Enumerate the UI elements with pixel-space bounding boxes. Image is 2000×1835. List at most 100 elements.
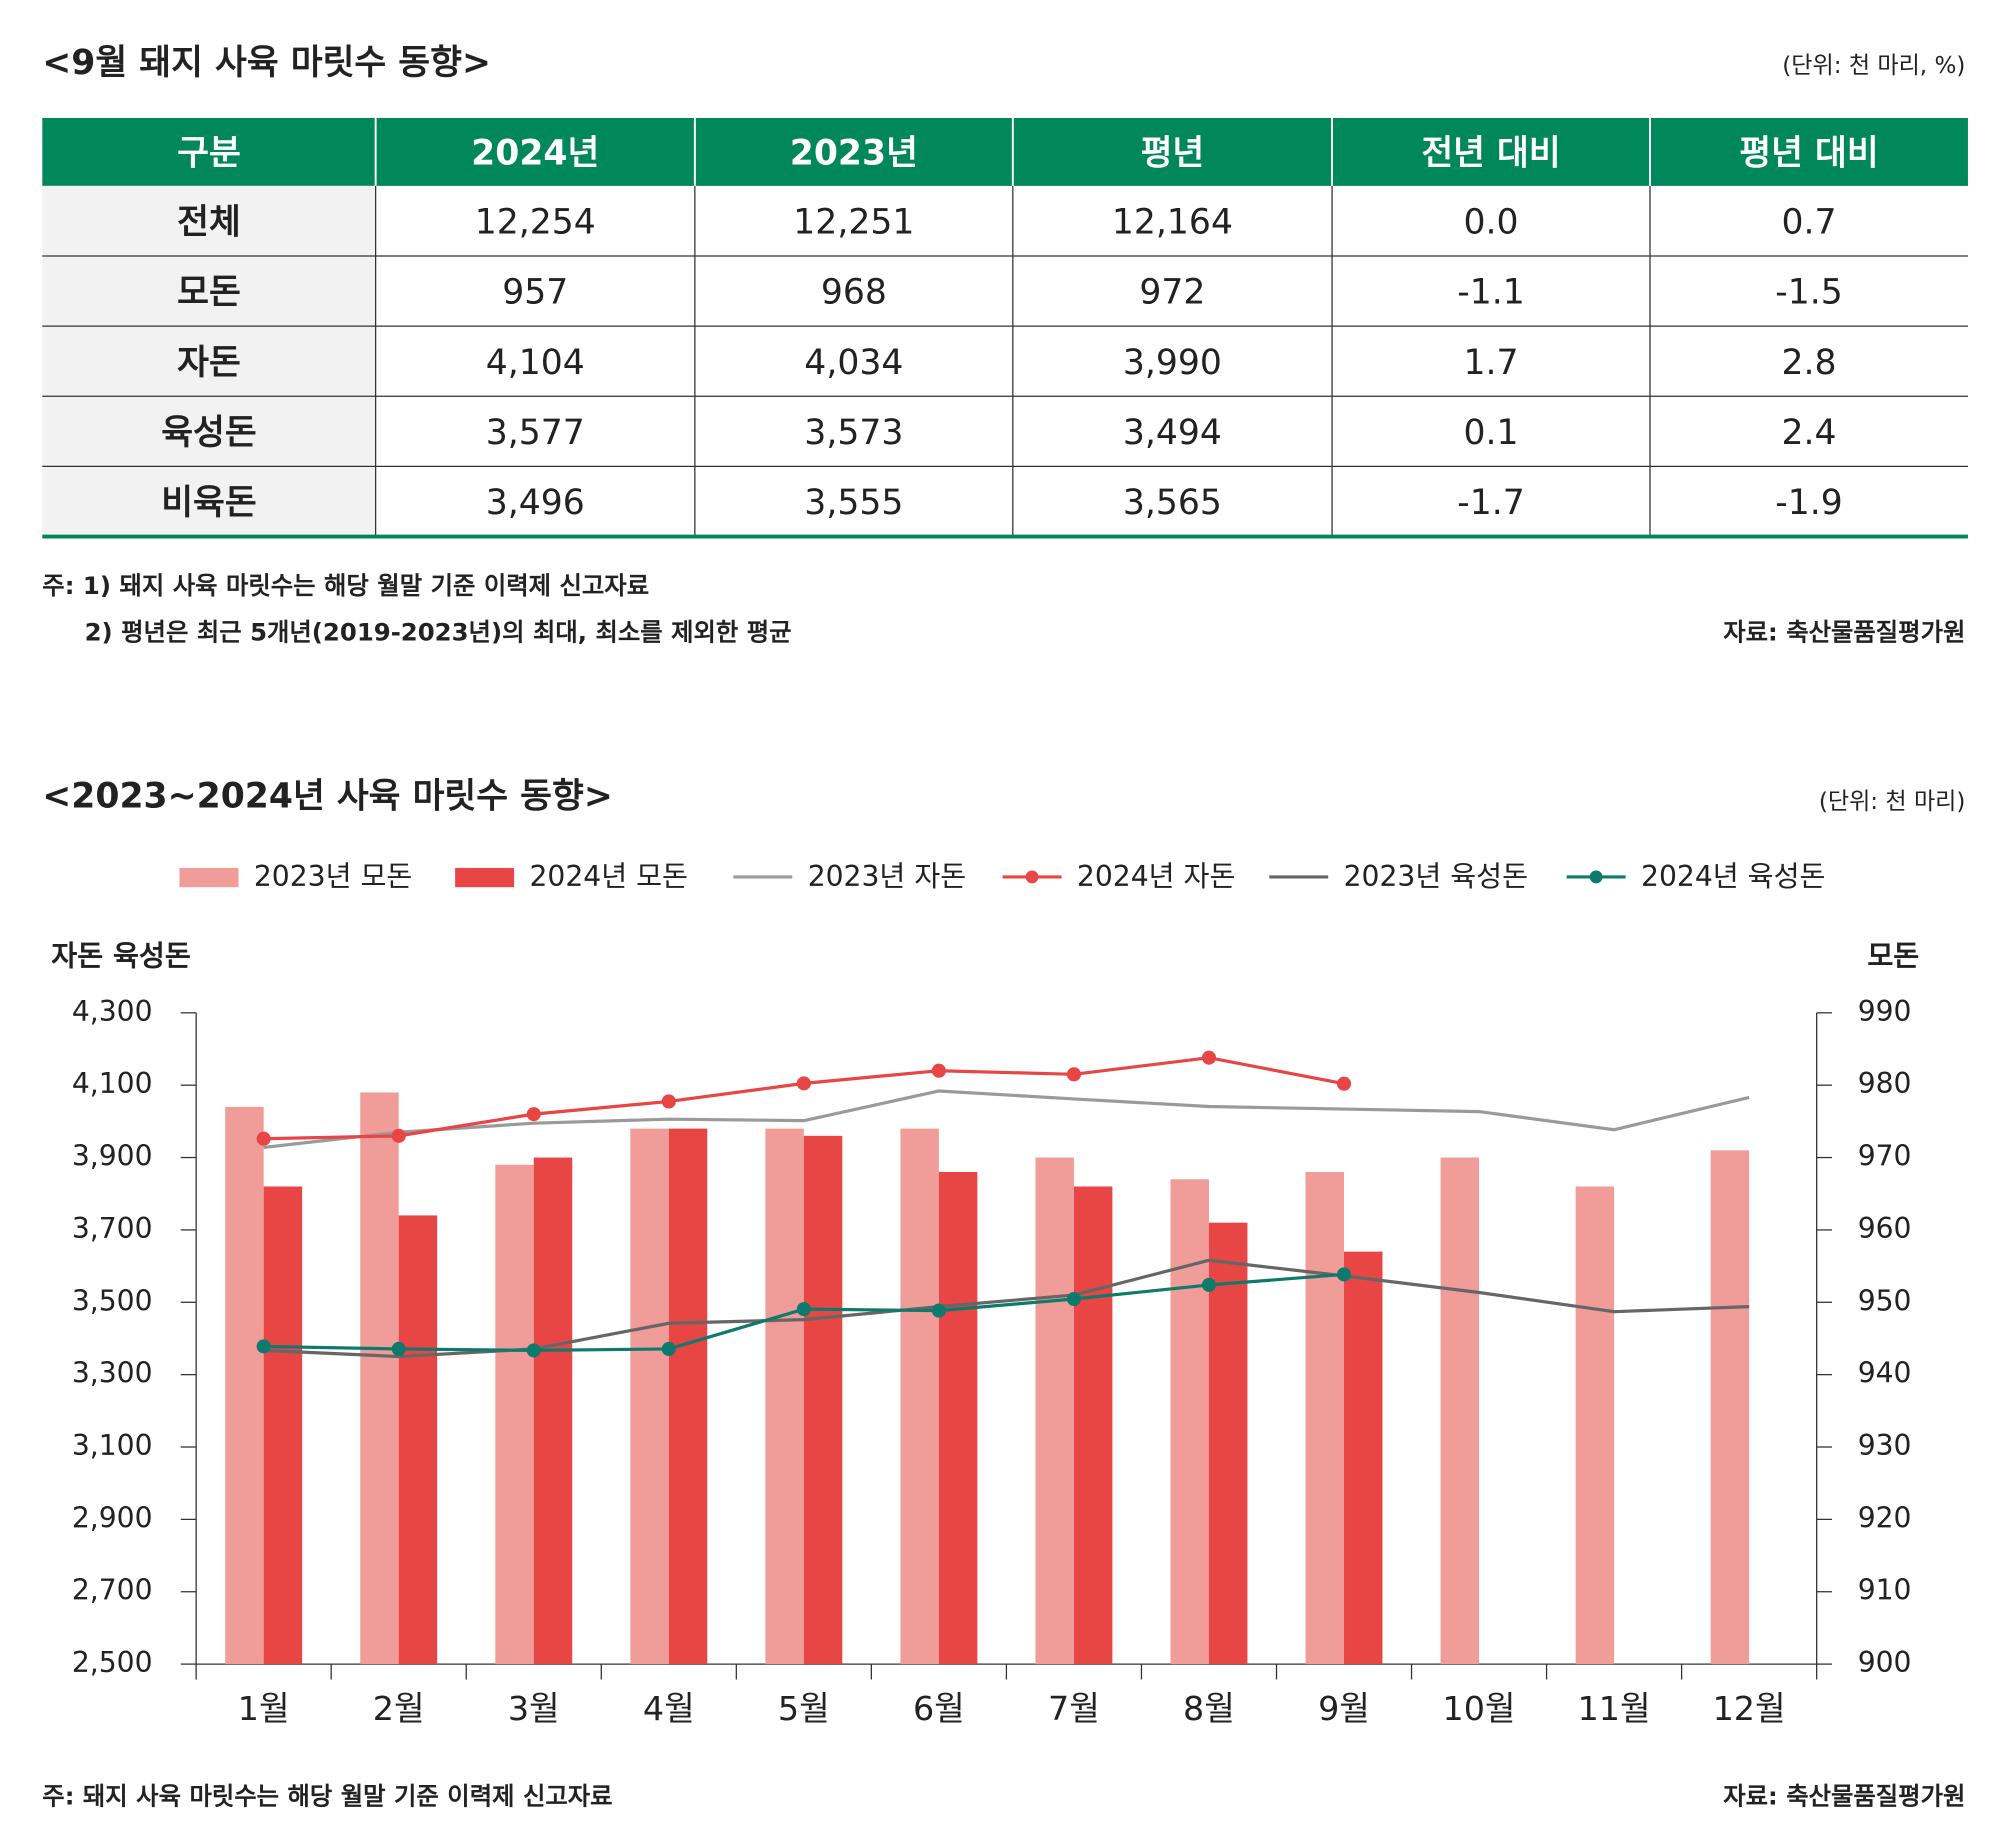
- y-tick-label: 2,500: [72, 1646, 153, 1679]
- y2-tick-label: 900: [1858, 1646, 1912, 1679]
- legend-label: 2023년 모돈: [254, 860, 413, 893]
- row-label-bg: [42, 396, 376, 467]
- bar: [1073, 1186, 1113, 1665]
- y-tick-label: 4,300: [72, 995, 153, 1028]
- cell: 3,555: [804, 483, 903, 523]
- marker: [1066, 1291, 1081, 1307]
- row-label-bg: [42, 466, 376, 537]
- y-tick-label: 3,700: [72, 1212, 153, 1245]
- marker: [796, 1076, 811, 1091]
- y2-tick-label: 950: [1858, 1284, 1912, 1317]
- marker: [796, 1302, 811, 1317]
- marker: [1066, 1067, 1081, 1082]
- header-cell: 2023년: [790, 133, 918, 173]
- cell: 972: [1139, 273, 1205, 313]
- cell: 3,496: [486, 483, 585, 523]
- bar: [398, 1215, 438, 1665]
- x-tick-label: 5월: [778, 1689, 830, 1728]
- note: 주: 1) 돼지 사육 마릿수는 해당 월말 기준 이력제 신고자료: [42, 571, 649, 600]
- x-tick-label: 6월: [913, 1689, 965, 1728]
- header-cell: 2024년: [471, 133, 599, 173]
- bar: [1575, 1186, 1615, 1665]
- row-label: 육성돈: [161, 413, 257, 453]
- marker: [256, 1131, 271, 1146]
- header-cell: 구분: [177, 133, 241, 173]
- x-tick-label: 10월: [1443, 1689, 1516, 1728]
- marker: [391, 1128, 406, 1143]
- header-cell: 전년 대비: [1421, 133, 1560, 173]
- legend-label: 2024년 모돈: [529, 860, 688, 893]
- table-header-bg: [42, 117, 1968, 186]
- header-cell: 평년 대비: [1739, 133, 1878, 173]
- y-axis-label: 자돈 육성돈: [51, 940, 190, 973]
- cell: 957: [502, 273, 568, 313]
- row-label: 전체: [177, 203, 241, 243]
- bar: [1208, 1222, 1248, 1665]
- y-tick-label: 3,300: [72, 1357, 153, 1390]
- legend-label: 2024년 자돈: [1077, 860, 1236, 893]
- bar: [225, 1106, 264, 1665]
- line: [263, 1056, 1345, 1141]
- bar: [1440, 1157, 1480, 1665]
- bar: [668, 1128, 708, 1665]
- marker: [526, 1343, 541, 1358]
- x-tick-label: 1월: [238, 1689, 290, 1728]
- y2-tick-label: 940: [1858, 1357, 1912, 1390]
- bar: [765, 1128, 804, 1665]
- x-tick-label: 7월: [1048, 1689, 1100, 1728]
- legend-swatch: [455, 867, 515, 888]
- marker: [526, 1107, 541, 1122]
- x-tick-label: 11월: [1578, 1689, 1651, 1728]
- header-cell: 평년: [1141, 133, 1205, 173]
- y2-tick-label: 970: [1858, 1140, 1912, 1173]
- y-tick-label: 3,100: [72, 1429, 153, 1462]
- x-tick-label: 9월: [1318, 1689, 1370, 1728]
- y-tick-label: 3,900: [72, 1140, 153, 1173]
- bar: [360, 1092, 399, 1665]
- row-label: 모돈: [177, 273, 241, 313]
- y-tick-label: 4,100: [72, 1067, 153, 1100]
- legend-marker: [1025, 870, 1039, 884]
- chart-unit: (단위: 천 마리): [1819, 789, 1966, 815]
- y-tick-label: 2,900: [72, 1501, 153, 1534]
- cell: -1.9: [1775, 483, 1843, 523]
- note: 주: 돼지 사육 마릿수는 해당 월말 기준 이력제 신고자료: [42, 1781, 612, 1810]
- legend-label: 2024년 육성돈: [1641, 860, 1825, 893]
- row-label-bg: [42, 256, 376, 327]
- cell: 0.7: [1781, 203, 1836, 243]
- marker: [1201, 1050, 1217, 1065]
- marker: [661, 1094, 676, 1109]
- cell: -1.1: [1457, 273, 1525, 313]
- y2-tick-label: 990: [1858, 995, 1912, 1028]
- bar: [803, 1135, 843, 1665]
- legend-label: 2023년 육성돈: [1344, 860, 1528, 893]
- cell: 1.7: [1464, 343, 1519, 383]
- x-tick-label: 3월: [508, 1689, 560, 1728]
- cell: 12,164: [1112, 203, 1233, 243]
- row-label: 자돈: [177, 343, 241, 383]
- legend-marker: [1589, 870, 1603, 884]
- bar: [1035, 1157, 1074, 1665]
- source: 자료: 축산물품질평가원: [1723, 617, 1965, 646]
- cell: -1.5: [1775, 273, 1843, 313]
- cell: 3,573: [804, 413, 903, 453]
- legend-label: 2023년 자돈: [808, 860, 967, 893]
- line: [263, 1258, 1750, 1359]
- y-tick-label: 3,500: [72, 1284, 153, 1317]
- marker: [1201, 1277, 1217, 1292]
- marker: [661, 1341, 676, 1357]
- cell: -1.7: [1457, 483, 1525, 523]
- cell: 3,494: [1123, 413, 1222, 453]
- cell: 3,990: [1123, 343, 1222, 383]
- bar: [938, 1172, 978, 1665]
- bar: [533, 1157, 573, 1665]
- bar: [495, 1164, 534, 1665]
- y2-tick-label: 960: [1858, 1212, 1912, 1245]
- bar: [1170, 1179, 1209, 1665]
- row-label-bg: [42, 185, 376, 257]
- bar: [1710, 1150, 1750, 1665]
- cell: 12,251: [793, 203, 914, 243]
- y2-tick-label: 980: [1858, 1067, 1912, 1100]
- line: [263, 1089, 1750, 1150]
- table-title: <9월 돼지 사육 마릿수 동향>: [42, 43, 491, 83]
